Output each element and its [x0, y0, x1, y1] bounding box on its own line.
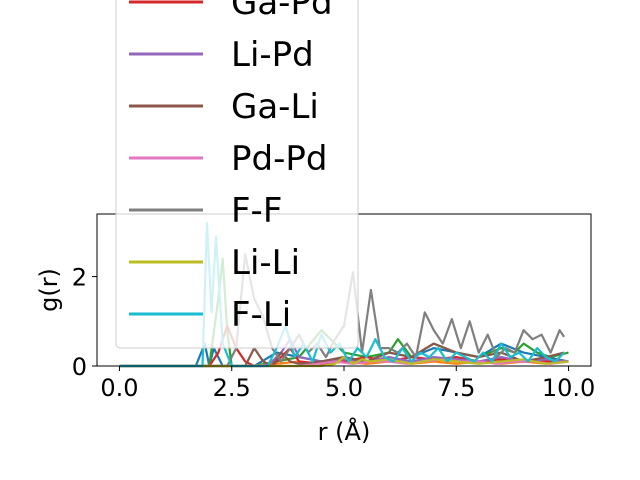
x-axis: 0.0 2.5 5.0 7.5 10.0: [100, 366, 595, 402]
legend-label-ga-pd: Ga-Pd: [231, 0, 333, 23]
x-tick-label: 5.0: [325, 374, 363, 402]
x-tick-label: 7.5: [437, 374, 475, 402]
x-axis-label: r (Å): [318, 417, 371, 446]
legend: Ga-Pd Li-Pd Ga-Li Pd-Pd F-F Li-Li F-Li: [115, 0, 359, 349]
y-axis: 02: [72, 264, 97, 381]
y-tick-label: 2: [72, 264, 87, 292]
legend-label-f-li: F-Li: [231, 295, 291, 335]
legend-label-li-li: Li-Li: [231, 243, 300, 283]
x-tick-label: 0.0: [100, 374, 138, 402]
series-line-li-li: [119, 356, 569, 368]
legend-label-li-pd: Li-Pd: [231, 35, 314, 75]
y-tick-label: 0: [72, 353, 87, 381]
x-tick-label: 2.5: [213, 374, 251, 402]
legend-label-ga-li: Ga-Li: [231, 87, 319, 127]
y-axis-label: g(r): [35, 268, 63, 312]
legend-label-f-f: F-F: [231, 191, 282, 231]
x-tick-label: 10.0: [542, 374, 595, 402]
legend-label-pd-pd: Pd-Pd: [231, 139, 327, 179]
series-line-f-f: [119, 253, 566, 368]
